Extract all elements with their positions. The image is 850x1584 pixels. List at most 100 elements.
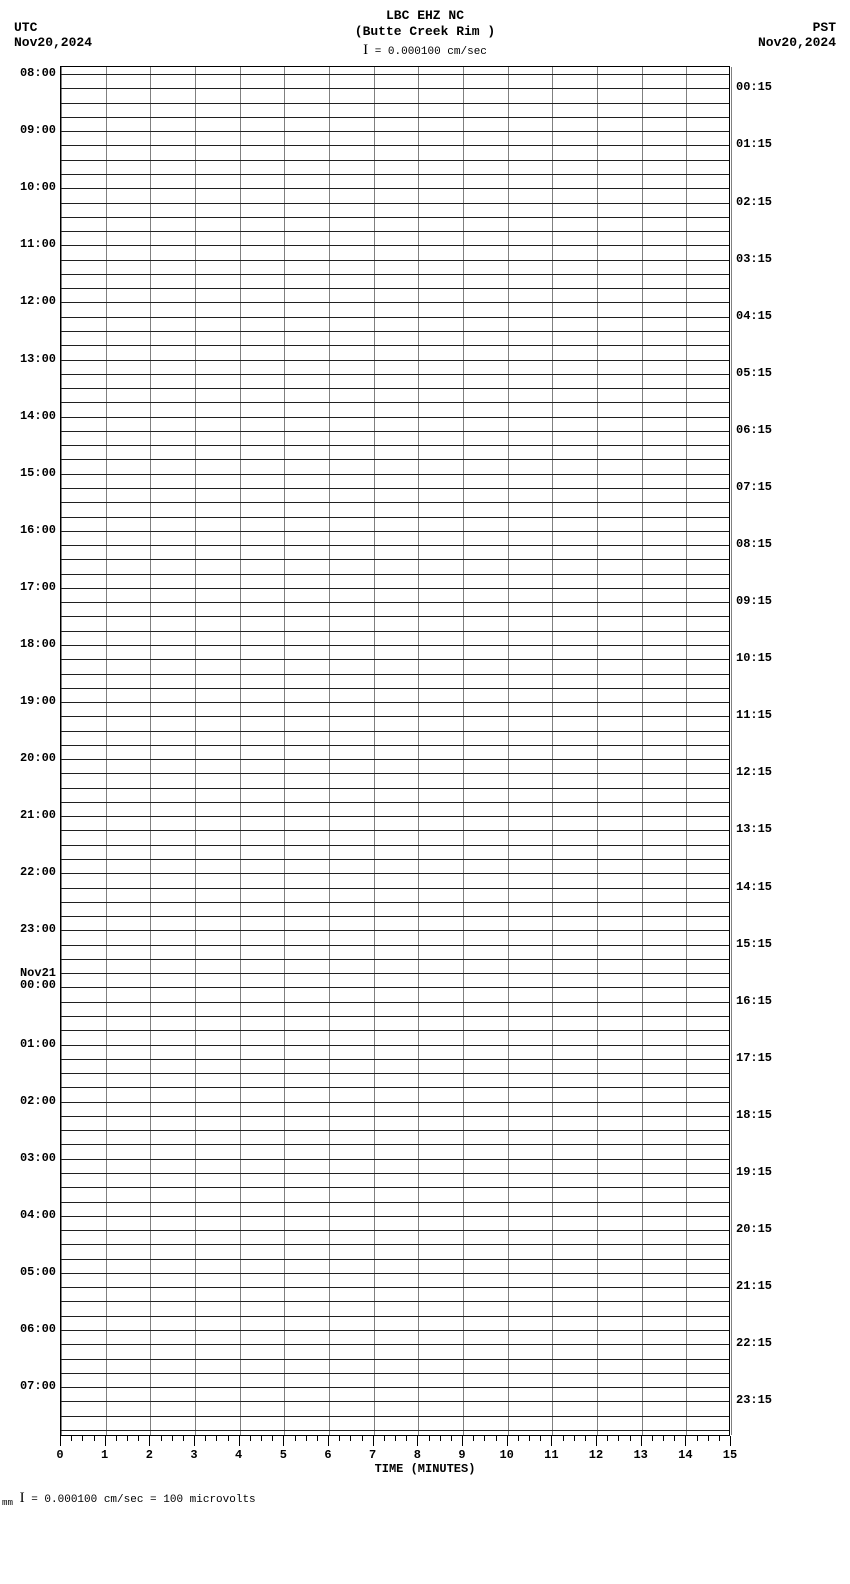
pst-time-label: 10:15 [736, 651, 796, 665]
x-major-tick [105, 1436, 106, 1446]
utc-time-label: 07:00 [2, 1379, 56, 1393]
utc-time-label: Nov21 00:00 [2, 967, 56, 991]
seismic-trace [61, 260, 729, 261]
x-major-tick [283, 1436, 284, 1446]
seismic-trace [61, 1259, 729, 1260]
utc-time-label: 05:00 [2, 1265, 56, 1279]
x-minor-tick [607, 1436, 608, 1441]
pst-time-label: 22:15 [736, 1336, 796, 1350]
seismic-trace [61, 802, 729, 803]
pst-time-label: 13:15 [736, 822, 796, 836]
x-minor-tick [585, 1436, 586, 1441]
seismic-trace [61, 1401, 729, 1402]
seismic-trace [61, 1002, 729, 1003]
x-tick-label: 12 [589, 1448, 603, 1462]
footer-scale: mm I = 0.000100 cm/sec = 100 microvolts [2, 1490, 256, 1508]
x-minor-tick [306, 1436, 307, 1441]
x-tick-label: 5 [280, 1448, 287, 1462]
x-minor-tick [518, 1436, 519, 1441]
x-tick-label: 8 [414, 1448, 421, 1462]
utc-time-label: 20:00 [2, 751, 56, 765]
x-minor-tick [138, 1436, 139, 1441]
helicorder-plot [60, 66, 730, 1436]
x-minor-tick [384, 1436, 385, 1441]
seismic-trace [61, 531, 729, 532]
pst-time-label: 17:15 [736, 1051, 796, 1065]
pst-time-label: 18:15 [736, 1108, 796, 1122]
x-major-tick [641, 1436, 642, 1446]
x-minor-tick [295, 1436, 296, 1441]
seismic-trace [61, 588, 729, 589]
seismic-trace [61, 331, 729, 332]
tz-left-label: UTC [14, 20, 92, 35]
seismic-trace [61, 360, 729, 361]
seismic-trace [61, 417, 729, 418]
x-minor-tick [618, 1436, 619, 1441]
pst-time-label: 19:15 [736, 1165, 796, 1179]
mm-mark-icon: mm [2, 1497, 13, 1508]
x-minor-tick [205, 1436, 206, 1441]
seismic-trace [61, 1330, 729, 1331]
x-tick-label: 10 [499, 1448, 513, 1462]
x-major-tick [239, 1436, 240, 1446]
x-major-tick [60, 1436, 61, 1446]
seismic-trace [61, 759, 729, 760]
seismic-trace [61, 631, 729, 632]
x-minor-tick [272, 1436, 273, 1441]
seismic-trace [61, 1301, 729, 1302]
utc-time-label: 02:00 [2, 1094, 56, 1108]
pst-time-label: 12:15 [736, 765, 796, 779]
seismic-trace [61, 374, 729, 375]
seismic-trace [61, 959, 729, 960]
seismic-trace [61, 388, 729, 389]
x-minor-tick [216, 1436, 217, 1441]
x-tick-label: 7 [369, 1448, 376, 1462]
pst-time-label: 06:15 [736, 423, 796, 437]
seismic-trace [61, 245, 729, 246]
utc-time-label: 13:00 [2, 352, 56, 366]
x-minor-tick [362, 1436, 363, 1441]
seismic-trace [61, 987, 729, 988]
seismic-trace [61, 559, 729, 560]
seismic-trace [61, 302, 729, 303]
x-major-tick [149, 1436, 150, 1446]
seismic-trace [61, 845, 729, 846]
x-tick-label: 2 [146, 1448, 153, 1462]
seismic-trace [61, 902, 729, 903]
seismic-trace [61, 103, 729, 104]
seismic-trace [61, 1230, 729, 1231]
seismic-trace [61, 1416, 729, 1417]
seismic-trace [61, 88, 729, 89]
scale-text: = 0.000100 cm/sec [375, 46, 487, 58]
seismic-trace [61, 1087, 729, 1088]
seismic-trace [61, 731, 729, 732]
seismic-trace [61, 459, 729, 460]
grid-vline [731, 67, 732, 1435]
seismic-trace [61, 517, 729, 518]
tz-right-date: Nov20,2024 [758, 35, 836, 50]
x-major-tick [551, 1436, 552, 1446]
pst-time-label: 14:15 [736, 880, 796, 894]
x-tick-label: 6 [324, 1448, 331, 1462]
utc-time-label: 14:00 [2, 409, 56, 423]
tz-left-date: Nov20,2024 [14, 35, 92, 50]
x-major-tick [417, 1436, 418, 1446]
seismic-trace [61, 645, 729, 646]
pst-time-label: 09:15 [736, 594, 796, 608]
seismic-trace [61, 945, 729, 946]
scale-indicator: I = 0.000100 cm/sec [0, 42, 850, 59]
utc-time-label: 17:00 [2, 580, 56, 594]
seismic-trace [61, 674, 729, 675]
utc-time-label: 04:00 [2, 1208, 56, 1222]
seismic-trace [61, 445, 729, 446]
utc-time-label: 22:00 [2, 865, 56, 879]
x-major-tick [596, 1436, 597, 1446]
x-minor-tick [451, 1436, 452, 1441]
x-tick-label: 9 [458, 1448, 465, 1462]
seismic-trace [61, 131, 729, 132]
utc-time-label: 01:00 [2, 1037, 56, 1051]
seismic-trace [61, 1173, 729, 1174]
pst-time-label: 20:15 [736, 1222, 796, 1236]
x-minor-tick [161, 1436, 162, 1441]
x-minor-tick [484, 1436, 485, 1441]
